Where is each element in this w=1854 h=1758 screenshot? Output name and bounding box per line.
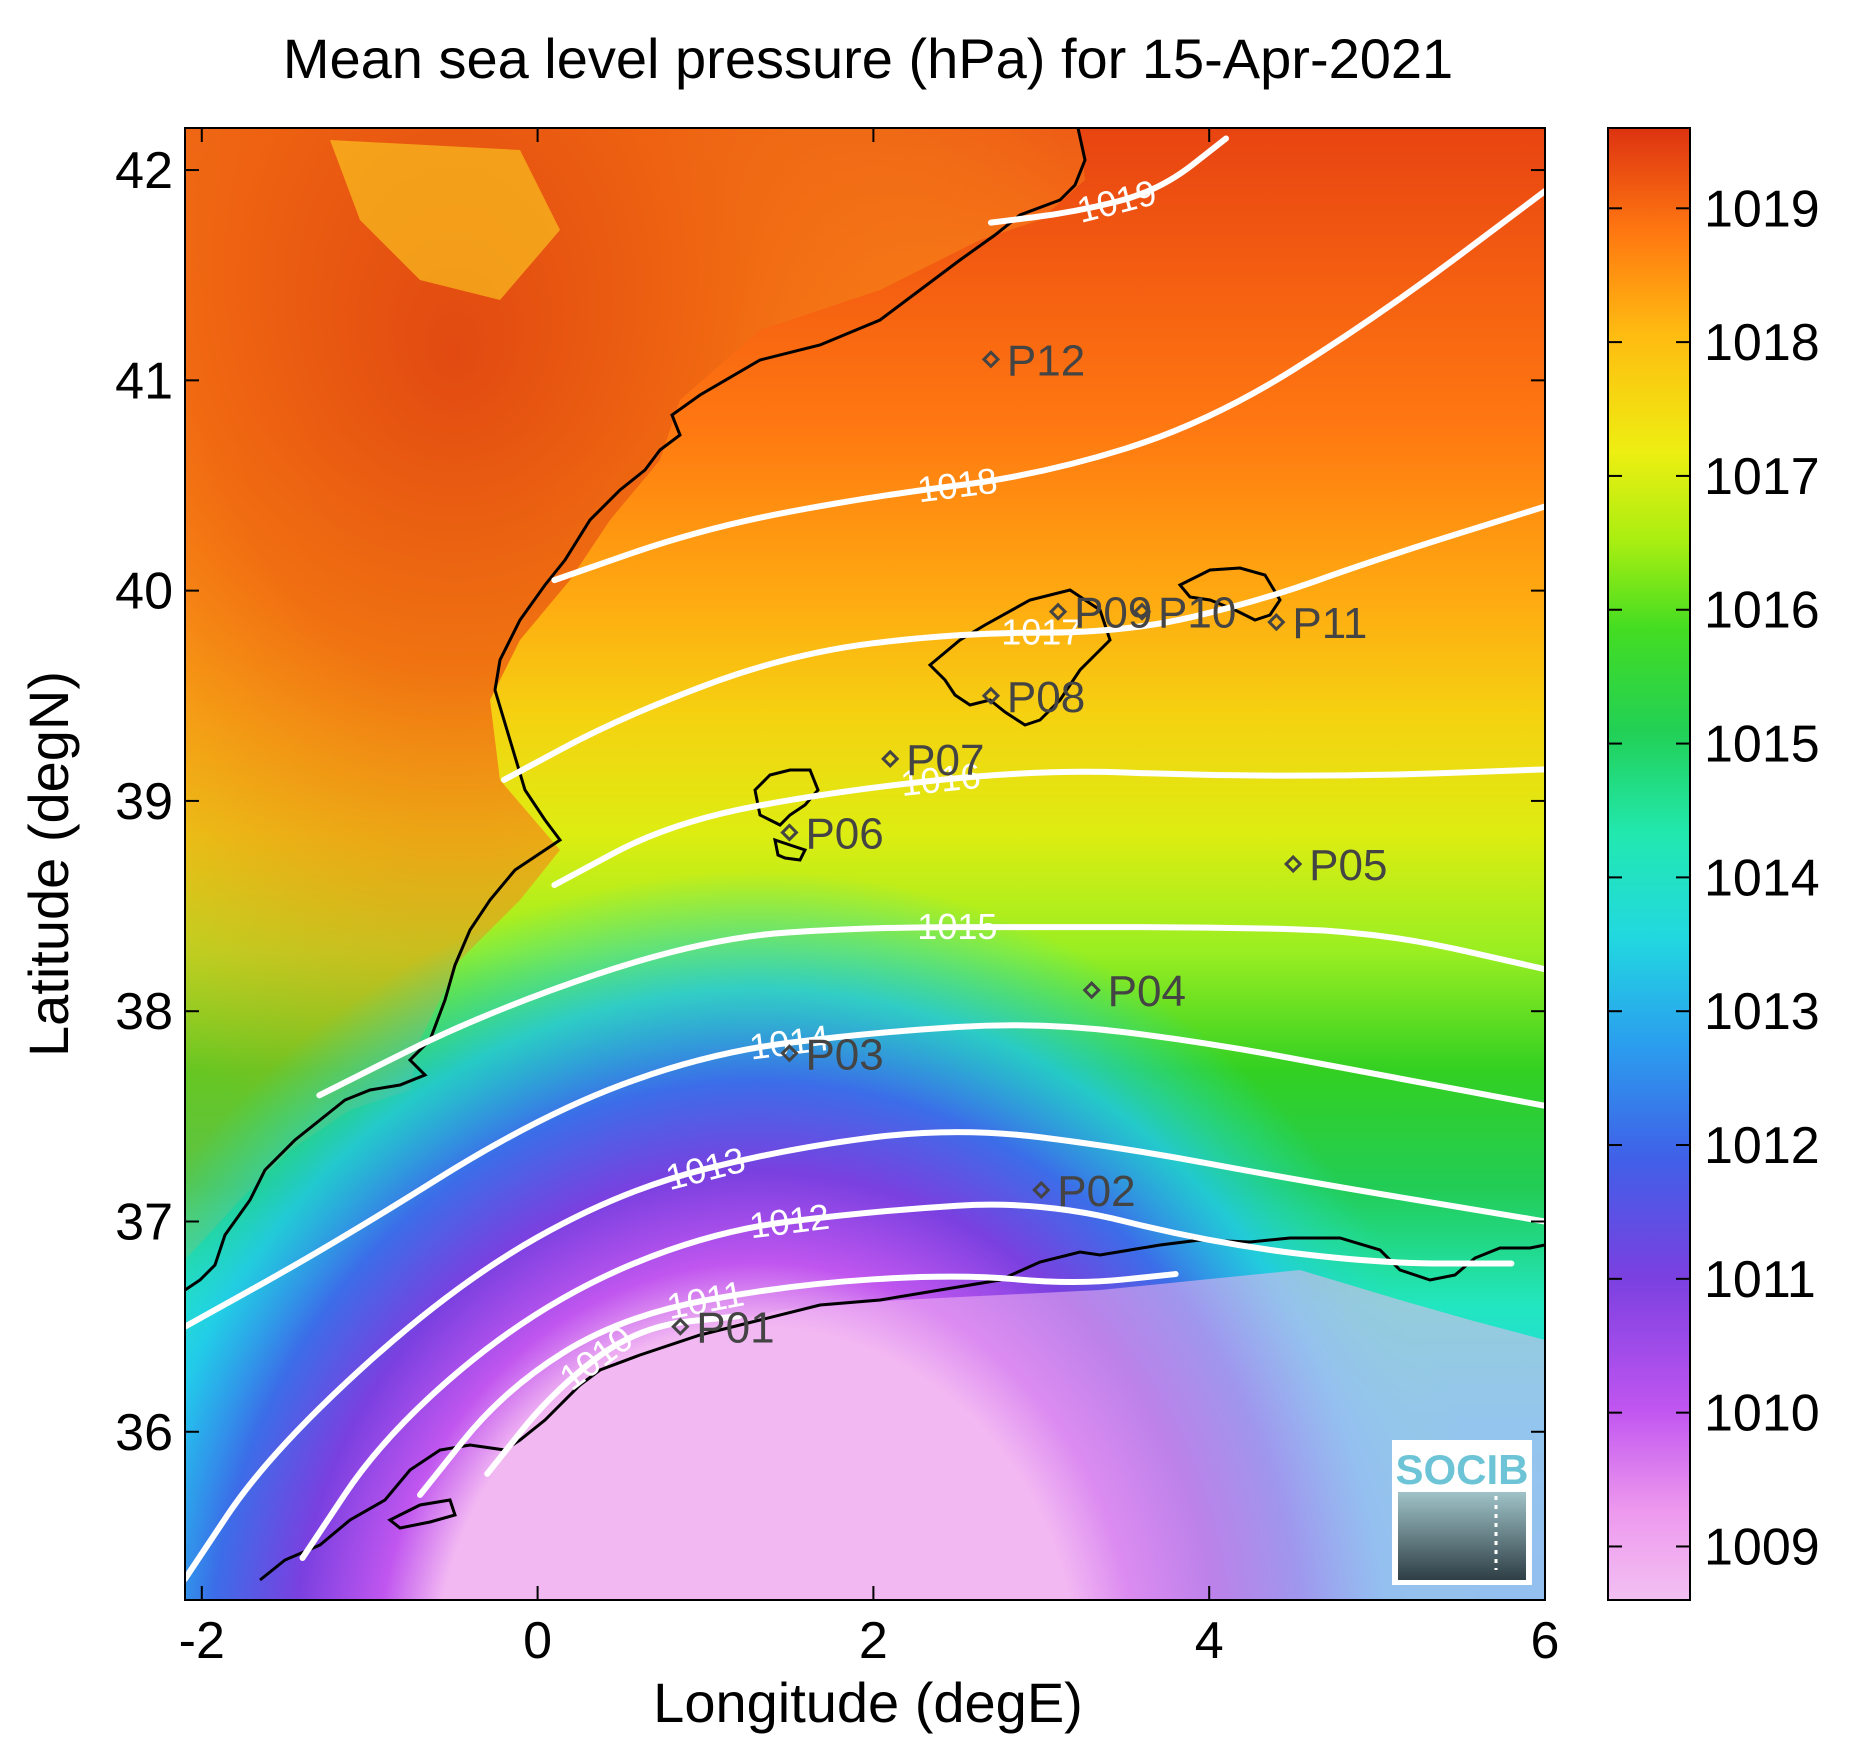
contour-1013 xyxy=(185,1129,1545,1582)
station-markers: P01 P02 P03 P04 P05 P06 P07 P08 P09 P10 P11 P12 xyxy=(671,336,1387,1353)
colorbar xyxy=(1607,127,1691,1601)
station-marker-P03 xyxy=(780,1044,799,1063)
station-label-P07: P07 xyxy=(906,736,984,785)
mallorca-coastline xyxy=(927,588,1112,727)
x-axis-label: Longitude (degE) xyxy=(653,1671,1083,1734)
contour-label-1017: 1017 xyxy=(1001,612,1081,653)
station-label-P06: P06 xyxy=(805,809,883,858)
x-tick-label-6: 6 xyxy=(1531,1612,1560,1670)
y-tick-label-36: 36 xyxy=(115,1404,173,1462)
y-tick-label-39: 39 xyxy=(115,773,173,831)
x-tick-label-2: 2 xyxy=(859,1612,888,1670)
y-axis-label: Latitude (degN) xyxy=(17,671,80,1057)
cb-tick-label-1018: 1018 xyxy=(1704,314,1820,372)
cb-tick-label-1013: 1013 xyxy=(1704,983,1820,1041)
plot-frame xyxy=(184,127,1546,1601)
station-marker-P02 xyxy=(1032,1180,1051,1200)
contour-1017 xyxy=(501,503,1545,783)
y-tick-label-37: 37 xyxy=(115,1193,173,1251)
station-label-P05: P05 xyxy=(1309,841,1387,890)
colorbar-ticks: 1009 1010 1011 1012 1013 1014 1015 1016 1017 1018… xyxy=(1608,180,1820,1576)
cb-tick-label-1019: 1019 xyxy=(1704,180,1820,238)
contour-1014 xyxy=(185,1022,1545,1330)
y-tick-label-40: 40 xyxy=(115,563,173,621)
contour-1015 xyxy=(316,924,1545,1099)
station-marker-P01 xyxy=(671,1317,690,1336)
logo-text: SOCIB xyxy=(1395,1446,1528,1493)
contour-1010 xyxy=(484,1313,743,1477)
y-axis-ticks: 36 37 38 39 40 41 42 xyxy=(115,142,1545,1462)
cb-tick-label-1012: 1012 xyxy=(1704,1117,1820,1175)
cb-tick-label-1009: 1009 xyxy=(1704,1518,1820,1576)
x-tick-label-0: 0 xyxy=(523,1612,552,1670)
y-tick-label-41: 41 xyxy=(115,352,173,410)
pressure-field xyxy=(185,128,1545,1600)
contour-1012 xyxy=(299,1201,1515,1561)
ibiza-coastline xyxy=(753,768,820,827)
cb-tick-label-1011: 1011 xyxy=(1704,1251,1816,1309)
station-label-P08: P08 xyxy=(1007,673,1085,722)
contour-1016 xyxy=(551,766,1545,889)
station-label-P01: P01 xyxy=(696,1304,774,1353)
contour-1018 xyxy=(551,188,1545,584)
x-tick-label-4: 4 xyxy=(1195,1612,1224,1670)
station-label-P11: P11 xyxy=(1292,599,1367,648)
socib-logo: SOCIB xyxy=(1392,1440,1532,1585)
chart-title: Mean sea level pressure (hPa) for 15-Apr… xyxy=(283,27,1453,90)
station-label-P04: P04 xyxy=(1108,967,1186,1016)
cb-tick-label-1014: 1014 xyxy=(1704,849,1820,907)
station-marker-P09 xyxy=(1048,602,1068,621)
station-marker-P12 xyxy=(981,350,1001,369)
contour-label-1018: 1018 xyxy=(915,460,1000,511)
y-tick-label-38: 38 xyxy=(115,983,173,1041)
contour-1019 xyxy=(987,135,1229,226)
contour-label-1015: 1015 xyxy=(917,906,997,947)
station-marker-P11 xyxy=(1267,613,1286,632)
iberia-coastline xyxy=(185,128,1087,1292)
cb-tick-label-1015: 1015 xyxy=(1704,716,1820,774)
formentera-coastline xyxy=(773,837,808,862)
station-marker-P07 xyxy=(881,749,900,768)
y-tick-label-42: 42 xyxy=(115,142,173,200)
station-marker-P06 xyxy=(780,823,799,842)
logo-gradient xyxy=(1398,1492,1526,1580)
cb-tick-label-1017: 1017 xyxy=(1704,448,1820,506)
x-tick-label--2: -2 xyxy=(179,1612,225,1670)
cb-tick-label-1010: 1010 xyxy=(1704,1385,1820,1443)
contour-1011 xyxy=(417,1271,1179,1498)
station-label-P09: P09 xyxy=(1074,589,1152,638)
station-marker-P08 xyxy=(981,686,1001,705)
menorca-coastline xyxy=(1177,566,1282,622)
station-label-P10: P10 xyxy=(1158,589,1236,638)
contour-lines xyxy=(185,135,1545,1582)
contour-label-1016: 1016 xyxy=(899,755,983,804)
alboran-island xyxy=(387,1498,457,1530)
x-axis-ticks: -2 0 2 4 6 xyxy=(179,128,1560,1670)
station-marker-P05 xyxy=(1284,854,1303,874)
africa-coastline xyxy=(259,1236,1545,1582)
station-label-P03: P03 xyxy=(805,1030,883,1079)
contour-label-1012: 1012 xyxy=(747,1196,832,1247)
station-label-P02: P02 xyxy=(1057,1167,1135,1216)
station-label-P12: P12 xyxy=(1007,336,1085,385)
station-marker-P10 xyxy=(1132,602,1152,621)
cb-tick-label-1016: 1016 xyxy=(1704,582,1820,640)
coastlines xyxy=(185,128,1545,1582)
africa-land-low-pressure xyxy=(520,1270,1545,1600)
station-marker-P04 xyxy=(1082,981,1101,1000)
